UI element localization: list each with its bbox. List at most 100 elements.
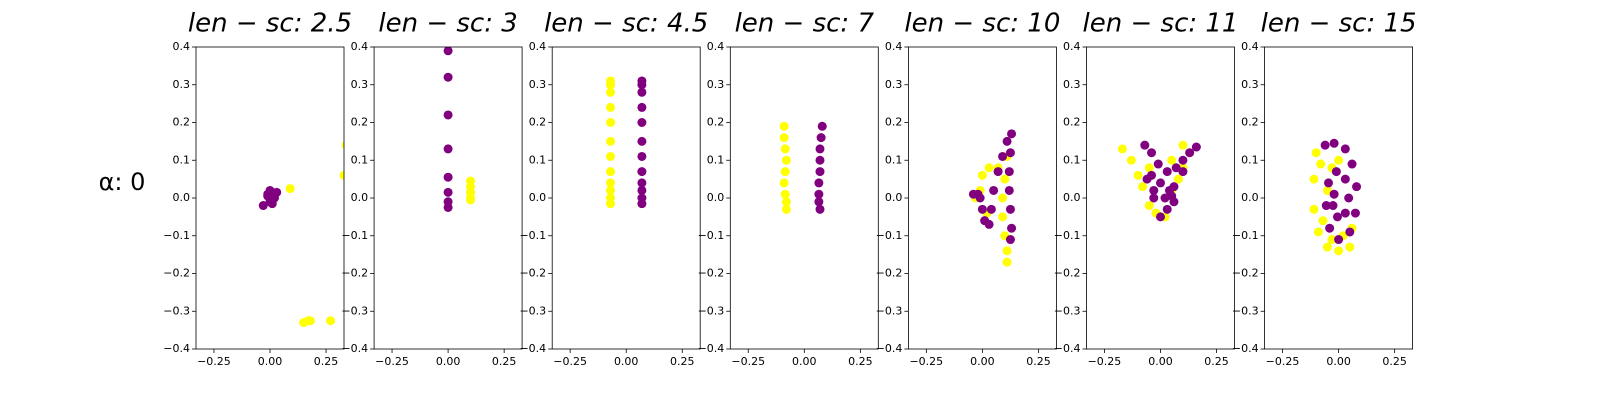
- point: [1329, 138, 1339, 148]
- subplot: len − sc: 7 −0.4 −0.3 −0.2 −0.1 0.0 0.1 0.2 0.3 0…: [698, 9, 879, 368]
- subplot: len − sc: 15 −0.4 −0.3 −0.2 −0.1 0.0 0.1 0.2 0.3…: [1232, 9, 1417, 369]
- point: [1117, 144, 1127, 154]
- point: [285, 184, 295, 194]
- point: [1002, 136, 1012, 146]
- point: [1329, 189, 1339, 199]
- y-tick-label: 0.0: [885, 191, 903, 204]
- point: [1171, 163, 1181, 173]
- x-tick-label: 0.00: [258, 355, 283, 368]
- point: [1156, 212, 1165, 222]
- y-tick-label: 0.4: [707, 40, 725, 53]
- point: [443, 72, 453, 82]
- point: [326, 316, 336, 326]
- point: [1320, 140, 1330, 150]
- point: [781, 197, 791, 207]
- y-tick-label: 0.1: [173, 153, 191, 166]
- point: [1005, 204, 1015, 214]
- subplot-title: len − sc: 10: [904, 9, 1060, 39]
- y-tick-label: −0.3: [698, 304, 725, 317]
- row-label: α: 0: [99, 168, 146, 196]
- y-tick-label: −0.1: [519, 229, 546, 242]
- point: [817, 121, 827, 131]
- subplot: len − sc: 10 −0.4 −0.3 −0.2 −0.1 0.0 0.1 0.2 0.3…: [876, 9, 1061, 369]
- point: [1147, 170, 1157, 180]
- point: [780, 144, 790, 154]
- point: [1350, 208, 1360, 218]
- point: [1309, 174, 1319, 184]
- point: [443, 202, 453, 212]
- y-tick-label: −0.3: [519, 304, 546, 317]
- y-tick-label: −0.1: [1054, 229, 1081, 242]
- point: [815, 155, 825, 165]
- point: [1178, 140, 1188, 150]
- scatter-points: [1309, 138, 1362, 256]
- x-tick-label: 0.25: [314, 355, 339, 368]
- x-tick-label: 0.00: [1148, 355, 1173, 368]
- point: [1147, 148, 1157, 158]
- point: [443, 187, 453, 197]
- point: [443, 47, 453, 56]
- y-tick-label: 0.3: [1063, 78, 1081, 91]
- x-tick-label: 0.25: [1026, 355, 1051, 368]
- subplot-title: len − sc: 15: [1261, 9, 1417, 39]
- y-tick-label: 0.2: [529, 116, 547, 129]
- x-tick-label: 0.00: [792, 355, 817, 368]
- scatter-points: [968, 129, 1017, 267]
- y-tick-label: 0.0: [529, 191, 547, 204]
- point: [1321, 201, 1331, 211]
- point: [606, 151, 616, 161]
- point: [1309, 204, 1319, 214]
- point: [1133, 170, 1143, 180]
- y-tick-label: −0.4: [163, 342, 190, 355]
- point: [258, 201, 268, 211]
- point: [1345, 242, 1355, 252]
- y-tick-label: −0.4: [1054, 342, 1081, 355]
- y-tick-label: 0.0: [351, 191, 369, 204]
- y-tick-label: −0.4: [519, 342, 546, 355]
- x-tick-label: 0.25: [848, 355, 873, 368]
- point: [779, 178, 789, 188]
- y-tick-label: −0.1: [698, 229, 725, 242]
- y-tick-label: −0.3: [1054, 304, 1081, 317]
- point: [305, 316, 315, 326]
- point: [1005, 148, 1015, 158]
- scatter-points: [443, 47, 476, 212]
- point: [1162, 167, 1172, 177]
- point: [1311, 148, 1321, 158]
- y-tick-label: −0.1: [341, 229, 368, 242]
- point: [998, 151, 1008, 161]
- point: [1173, 174, 1183, 184]
- point: [1324, 178, 1334, 188]
- x-tick-label: 0.00: [436, 355, 461, 368]
- point: [637, 80, 647, 90]
- y-tick-label: 0.4: [173, 40, 191, 53]
- y-tick-label: −0.4: [341, 342, 368, 355]
- point: [989, 185, 999, 195]
- y-tick-label: −0.3: [163, 304, 190, 317]
- point: [1327, 235, 1337, 245]
- point: [1126, 155, 1136, 165]
- x-tick-label: 0.25: [492, 355, 517, 368]
- point: [637, 151, 647, 161]
- scatter-points: [779, 121, 827, 214]
- x-tick-label: −0.25: [1088, 355, 1122, 368]
- y-tick-label: 0.2: [1241, 116, 1259, 129]
- subplot-title: len − sc: 7: [735, 9, 875, 39]
- subplot-title: len − sc: 2.5: [188, 9, 352, 39]
- y-tick-label: 0.2: [351, 116, 369, 129]
- point: [1144, 163, 1154, 173]
- point: [606, 178, 616, 188]
- x-tick-label: 0.25: [670, 355, 695, 368]
- point: [1334, 235, 1344, 245]
- y-tick-label: 0.2: [707, 116, 725, 129]
- y-tick-label: −0.2: [876, 267, 903, 280]
- point: [986, 204, 996, 214]
- point: [637, 178, 647, 188]
- x-tick-label: −0.25: [731, 355, 765, 368]
- point: [1156, 178, 1165, 188]
- point: [1191, 142, 1201, 152]
- subplot-title: len − sc: 3: [378, 9, 517, 39]
- point: [781, 155, 791, 165]
- point: [263, 189, 273, 199]
